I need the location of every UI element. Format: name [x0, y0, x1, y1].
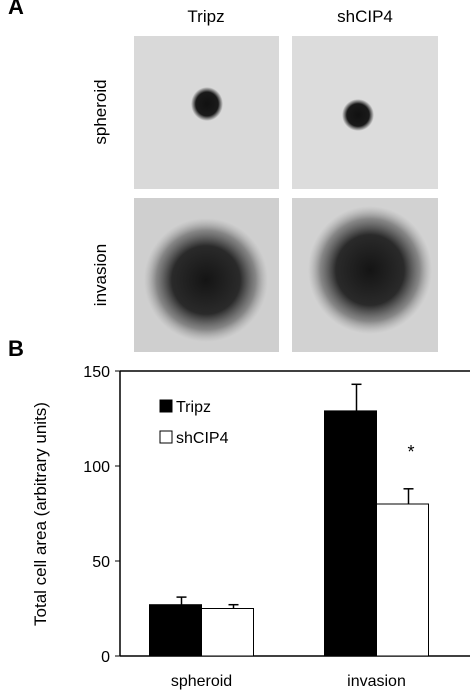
micrographs — [134, 36, 438, 352]
row-label: invasion — [91, 244, 110, 306]
x-tick-label: invasion — [347, 673, 406, 690]
panel-label: B — [8, 336, 24, 361]
column-label: Tripz — [187, 7, 224, 26]
spheroid-blob — [342, 99, 374, 131]
panel-label: A — [8, 0, 24, 19]
column-label: shCIP4 — [337, 7, 393, 26]
bar — [149, 604, 202, 657]
annotation: * — [407, 442, 414, 462]
legend-swatch — [159, 430, 173, 444]
row-label: spheroid — [91, 79, 110, 144]
y-tick-label: 50 — [92, 554, 110, 571]
bar — [324, 410, 377, 657]
y-tick-label: 100 — [83, 459, 110, 476]
invasion-blob — [144, 218, 268, 342]
bar — [376, 503, 429, 657]
legend-label: Tripz — [176, 399, 211, 416]
y-axis-title: Total cell area (arbitrary units) — [31, 402, 50, 626]
bar — [201, 608, 254, 657]
legend-swatch — [159, 399, 173, 413]
legend-label: shCIP4 — [176, 430, 229, 447]
y-tick-label: 0 — [101, 649, 110, 666]
x-tick-label: spheroid — [171, 673, 232, 690]
y-tick-label: 150 — [83, 364, 110, 381]
invasion-blob — [308, 206, 432, 334]
spheroid-blob — [191, 87, 223, 121]
